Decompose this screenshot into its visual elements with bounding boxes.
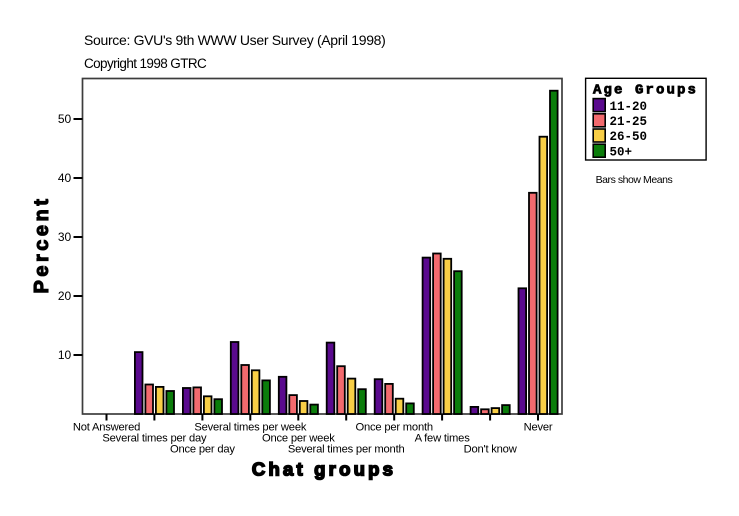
svg-text:30: 30: [58, 230, 72, 244]
svg-text:21-25: 21-25: [610, 115, 648, 129]
svg-text:20: 20: [58, 289, 72, 303]
svg-text:50+: 50+: [610, 145, 633, 159]
svg-text:A few times: A few times: [415, 433, 471, 445]
svg-text:Several times per week: Several times per week: [194, 422, 306, 434]
svg-text:50: 50: [58, 112, 72, 126]
svg-text:Age Groups: Age Groups: [593, 83, 698, 99]
svg-text:Several times per day: Several times per day: [102, 433, 207, 445]
svg-text:Never: Never: [524, 422, 553, 434]
svg-text:Source: GVU's 9th WWW User Sur: Source: GVU's 9th WWW User Survey (April…: [84, 32, 385, 48]
svg-text:Chat groups: Chat groups: [252, 459, 396, 480]
svg-text:Once per day: Once per day: [170, 444, 235, 456]
svg-text:11-20: 11-20: [610, 100, 648, 114]
svg-text:Copyright 1998 GTRC: Copyright 1998 GTRC: [84, 56, 207, 71]
svg-text:Once per week: Once per week: [262, 433, 335, 445]
svg-text:Not Answered: Not Answered: [73, 422, 140, 434]
svg-text:10: 10: [58, 348, 72, 362]
svg-text:Once per month: Once per month: [355, 422, 432, 434]
svg-text:Percent: Percent: [31, 196, 53, 294]
svg-text:26-50: 26-50: [610, 130, 648, 144]
svg-text:40: 40: [58, 171, 72, 185]
svg-text:Bars show Means: Bars show Means: [596, 174, 673, 186]
svg-text:Don't know: Don't know: [464, 444, 518, 456]
svg-text:Several times per month: Several times per month: [288, 444, 405, 456]
